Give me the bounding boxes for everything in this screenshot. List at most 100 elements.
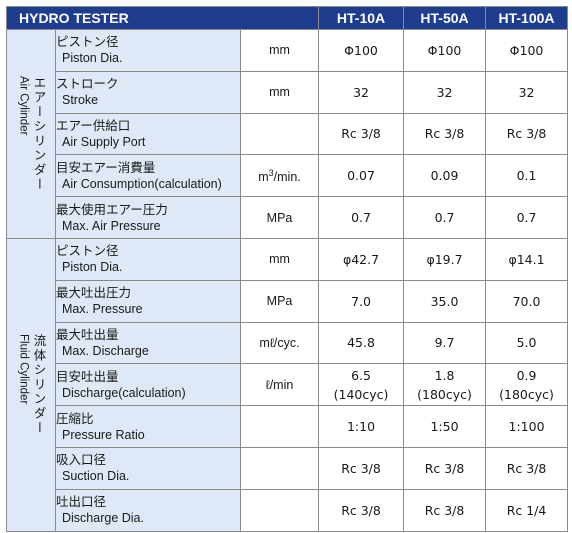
value-cell: 7.0 (318, 279, 405, 323)
spec-item: 目安エアー消費量 Air Consumption(calculation) (55, 154, 241, 198)
value-cell: Φ100 (318, 29, 405, 72)
spec-table: HYDRO TESTER HT-10A HT-50A HT-100A Air C… (5, 6, 569, 532)
value-cell: 1:10 (318, 405, 405, 448)
value-cell: 0.7 (403, 196, 487, 239)
value-main: 6.5 (351, 367, 371, 383)
value-cell: φ42.7 (318, 237, 405, 281)
value-cell: Rc 3/8 (485, 112, 569, 156)
header-row: HYDRO TESTER HT-10A HT-50A HT-100A (5, 6, 569, 30)
spec-item: 最大使用エアー圧力 Max. Air Pressure (55, 196, 241, 239)
value-cell: Φ100 (485, 29, 569, 72)
spec-item: 最大吐出圧力 Max. Pressure (55, 279, 241, 323)
unit-cell: mm (239, 70, 320, 114)
unit-cell: mm (239, 29, 320, 72)
group-label-air-cylinder: Air Cylinder エアーシリンダー (6, 29, 56, 239)
item-label-jp: 最大吐出圧力 (56, 285, 132, 301)
spec-item: ピストン径 Piston Dia. (55, 29, 241, 72)
value-cell: 0.09 (403, 154, 487, 198)
value-cell: 6.5 (140cyc) (318, 363, 405, 407)
unit-cell: mℓ/cyc. (239, 321, 320, 365)
value-sub: (180cyc) (417, 386, 472, 402)
item-label-en: Max. Air Pressure (62, 218, 161, 233)
table-title: HYDRO TESTER (5, 6, 320, 30)
value-cell: 1.8 (180cyc) (403, 363, 487, 407)
spec-item: ピストン径 Piston Dia. (55, 237, 241, 281)
value-cell: φ14.1 (485, 237, 569, 281)
unit-cell: m3/min. (239, 154, 320, 198)
value-cell: 1:100 (485, 405, 569, 448)
item-label-jp: 圧縮比 (56, 410, 94, 426)
unit-cell: MPa (239, 196, 320, 239)
value-cell: Rc 3/8 (403, 488, 487, 532)
item-label-jp: 吸入口径 (56, 452, 107, 468)
table-row: 吐出口径 Discharge Dia. Rc 3/8 Rc 3/8 Rc 1/4 (7, 488, 569, 532)
value-cell: Rc 1/4 (485, 488, 569, 532)
unit-cell (239, 405, 320, 448)
item-label-en: Discharge Dia. (62, 511, 144, 526)
value-cell: 32 (403, 70, 487, 114)
table-row: 最大使用エアー圧力 Max. Air Pressure MPa 0.7 0.7 0… (7, 196, 569, 239)
spec-item: 最大吐出量 Max. Discharge (55, 321, 241, 365)
table-row: 最大吐出圧力 Max. Pressure MPa 7.0 35.0 70.0 (7, 279, 569, 323)
item-label-en: Discharge(calculation) (62, 385, 186, 400)
item-label-en: Max. Discharge (62, 343, 149, 358)
table-row: Air Cylinder エアーシリンダー ピストン径 Piston Dia. m… (6, 29, 569, 239)
table-row: 目安吐出量 Discharge(calculation) ℓ/min 6.5 (14… (7, 363, 569, 407)
item-label-en: Piston Dia. (62, 260, 123, 275)
value-sub: (140cyc) (333, 386, 389, 402)
item-label-en: Air Consumption(calculation) (62, 176, 222, 191)
value-cell: 32 (485, 70, 569, 114)
item-label-jp: ストローク (56, 76, 119, 92)
value-cell: Rc 3/8 (403, 446, 487, 490)
value-cell: Φ100 (403, 29, 487, 72)
value-cell: Rc 3/8 (318, 446, 405, 490)
value-sub: (180cyc) (499, 386, 554, 402)
spec-item: 吸入口径 Suction Dia. (55, 446, 241, 490)
unit-cell: ℓ/min (239, 363, 320, 407)
spec-item: 吐出口径 Discharge Dia. (55, 488, 241, 532)
table-row: 吸入口径 Suction Dia. Rc 3/8 Rc 3/8 Rc 3/8 (7, 446, 569, 490)
unit-cell: MPa (239, 279, 320, 323)
value-cell: 0.7 (485, 196, 569, 239)
item-label-jp: 最大吐出量 (56, 326, 119, 342)
value-cell: Rc 3/8 (403, 112, 487, 156)
unit-cell (239, 488, 320, 532)
value-cell: 0.7 (318, 196, 405, 239)
item-label-en: Max. Pressure (62, 302, 143, 317)
group-label-en: Fluid Cylinder (17, 334, 30, 405)
group-label-jp: 流体シリンダー (31, 334, 47, 436)
item-label-en: Pressure Ratio (62, 427, 145, 442)
table-row: エアー供給口 Air Supply Port Rc 3/8 Rc 3/8 Rc 3… (7, 112, 569, 156)
item-label-jp: 目安吐出量 (56, 368, 119, 384)
unit-cell (239, 446, 320, 490)
table-row: Fluid Cylinder 流体シリンダー ピストン径 Piston Dia. … (6, 237, 569, 532)
table-row: 最大吐出量 Max. Discharge mℓ/cyc. 45.8 9.7 5.0 (7, 321, 569, 365)
item-label-jp: 最大使用エアー圧力 (56, 201, 168, 217)
spec-item: 目安吐出量 Discharge(calculation) (55, 363, 241, 407)
value-cell: Rc 3/8 (485, 446, 569, 490)
unit-cell: mm (239, 237, 320, 281)
value-cell: Rc 3/8 (318, 488, 405, 532)
value-main: 1.8 (434, 367, 455, 383)
value-cell: 1:50 (403, 405, 487, 448)
value-cell: φ19.7 (403, 237, 487, 281)
value-cell: Rc 3/8 (318, 112, 405, 156)
group-label-fluid-cylinder: Fluid Cylinder 流体シリンダー (6, 237, 56, 532)
item-label-en: Piston Dia. (62, 51, 123, 66)
item-label-en: Air Supply Port (62, 134, 146, 149)
spec-item: 圧縮比 Pressure Ratio (55, 405, 241, 448)
model-header: HT-50A (403, 6, 487, 30)
item-label-jp: ピストン径 (56, 243, 119, 259)
value-cell: 0.07 (318, 154, 405, 198)
item-label-jp: ピストン径 (56, 34, 119, 50)
model-header: HT-10A (318, 6, 405, 30)
value-cell: 35.0 (403, 279, 487, 323)
item-label-jp: 目安エアー消費量 (56, 159, 156, 175)
value-cell: 0.1 (485, 154, 569, 198)
group-label-jp: エアーシリンダー (31, 75, 47, 192)
value-main: 0.9 (516, 367, 537, 383)
value-cell: 45.8 (318, 321, 405, 365)
table-row: 圧縮比 Pressure Ratio 1:10 1:50 1:100 (7, 405, 569, 448)
table-row: ストローク Stroke mm 32 32 32 (7, 70, 569, 114)
item-label-en: Suction Dia. (62, 469, 130, 484)
